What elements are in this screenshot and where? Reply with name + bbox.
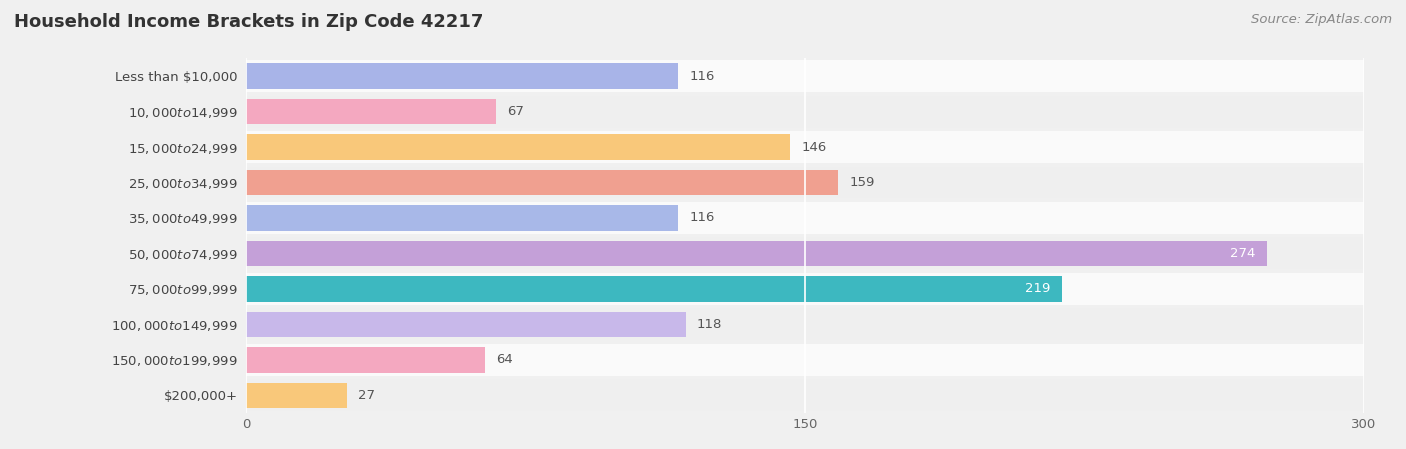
Bar [246,276,1062,302]
Bar [246,170,838,195]
Bar [246,379,1364,411]
Text: 219: 219 [1025,282,1050,295]
Bar [246,238,1364,269]
Text: 118: 118 [697,318,723,331]
Bar [246,96,1364,128]
Bar [246,131,1364,163]
Text: 159: 159 [849,176,875,189]
Bar [246,241,1267,266]
Text: Source: ZipAtlas.com: Source: ZipAtlas.com [1251,13,1392,26]
Bar [246,308,1364,340]
Text: 116: 116 [689,211,714,224]
Text: 116: 116 [689,70,714,83]
Bar [246,383,347,408]
Bar [246,167,1364,198]
Bar [246,99,496,124]
Text: 146: 146 [801,141,827,154]
Bar [246,202,1364,234]
Bar [246,60,1364,92]
Bar [246,347,485,373]
Bar [246,312,686,337]
Bar [246,205,678,231]
Text: 27: 27 [357,389,375,402]
Text: 64: 64 [496,353,512,366]
Bar [246,63,678,89]
Text: 274: 274 [1230,247,1256,260]
Text: 67: 67 [506,105,524,118]
Bar [246,344,1364,376]
Bar [246,134,790,160]
Text: Household Income Brackets in Zip Code 42217: Household Income Brackets in Zip Code 42… [14,13,484,31]
Bar [246,273,1364,305]
